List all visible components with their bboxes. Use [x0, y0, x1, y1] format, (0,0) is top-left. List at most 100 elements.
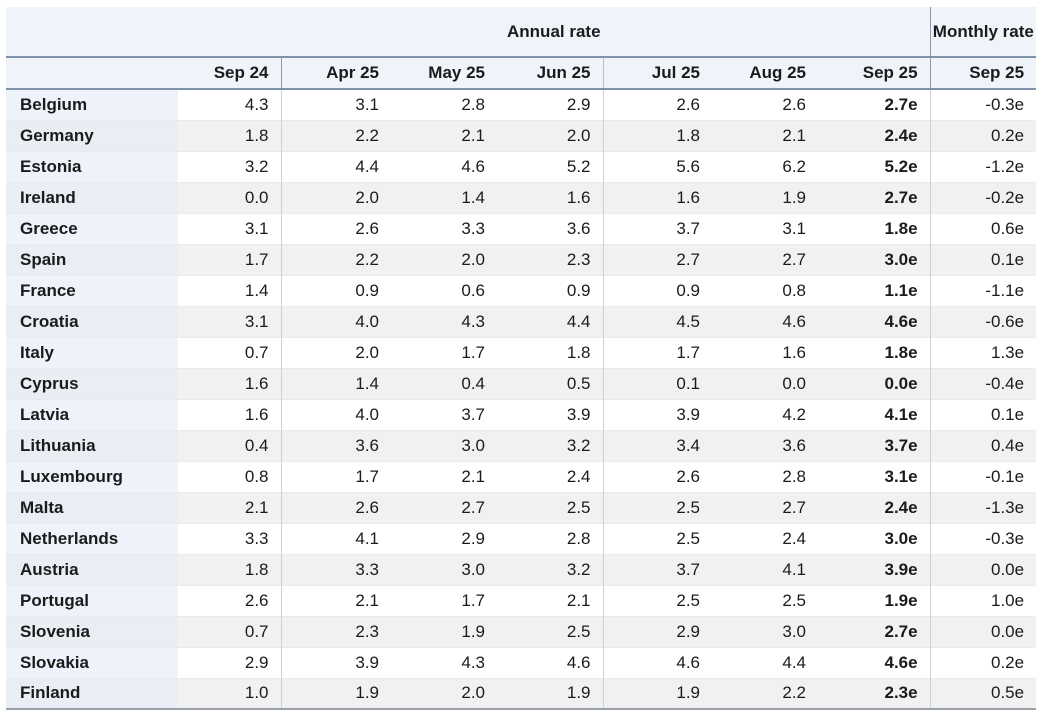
monthly-rate-cell: 0.4e: [929, 430, 1037, 461]
corner-cell: [6, 7, 178, 58]
annual-rate-cell: 2.2: [281, 244, 391, 275]
monthly-rate-cell: -1.2e: [929, 151, 1037, 182]
annual-rate-cell: 2.3e: [818, 678, 931, 710]
annual-rate-cell: 3.3: [391, 213, 497, 244]
annual-rate-cell: 2.1: [391, 120, 497, 151]
annual-rate-cell: 1.8: [603, 120, 712, 151]
table-row: Austria 1.8 3.3 3.0 3.2 3.7 4.1 3.9e 0.0e: [6, 554, 1037, 585]
annual-rate-cell: 2.8: [712, 461, 818, 492]
annual-rate-cell: 2.7e: [818, 616, 931, 647]
country-label: Greece: [6, 213, 178, 244]
annual-rate-cell: 4.0: [281, 306, 391, 337]
annual-rate-cell: 6.2: [712, 151, 818, 182]
annual-rate-cell: 1.8: [497, 337, 604, 368]
annual-rate-cell: 5.2: [497, 151, 604, 182]
annual-rate-cell: 3.7: [391, 399, 497, 430]
annual-rate-cell: 2.8: [497, 523, 604, 554]
annual-rate-cell: 3.7: [603, 213, 712, 244]
column-header-sep25: Sep 25: [818, 57, 931, 90]
column-header-sep24: Sep 24: [178, 57, 282, 90]
annual-rate-cell: 3.0e: [818, 244, 931, 275]
annual-rate-cell: 2.0: [391, 678, 497, 710]
annual-rate-cell: 2.1: [391, 461, 497, 492]
country-label: Slovenia: [6, 616, 178, 647]
table-row: Lithuania 0.4 3.6 3.0 3.2 3.4 3.6 3.7e 0.4e: [6, 430, 1037, 461]
monthly-rate-cell: -0.6e: [929, 306, 1037, 337]
column-header-apr25: Apr 25: [281, 57, 391, 90]
annual-rate-cell: 4.1e: [818, 399, 931, 430]
monthly-rate-cell: 0.2e: [929, 120, 1037, 151]
annual-rate-cell: 1.7: [603, 337, 712, 368]
monthly-rate-cell: 0.2e: [929, 647, 1037, 678]
annual-rate-cell: 3.2: [497, 430, 604, 461]
country-label: Estonia: [6, 151, 178, 182]
annual-rate-cell: 2.6: [603, 89, 712, 120]
column-header-jul25: Jul 25: [603, 57, 712, 90]
annual-rate-cell: 2.3: [281, 616, 391, 647]
annual-rate-cell: 2.6: [712, 89, 818, 120]
annual-rate-cell: 5.6: [603, 151, 712, 182]
country-label: Portugal: [6, 585, 178, 616]
monthly-rate-cell: 0.6e: [929, 213, 1037, 244]
annual-rate-cell: 4.4: [497, 306, 604, 337]
annual-rate-cell: 4.3: [391, 306, 497, 337]
annual-rate-cell: 3.2: [178, 151, 282, 182]
country-label: Spain: [6, 244, 178, 275]
annual-rate-cell: 0.8: [178, 461, 282, 492]
annual-rate-cell: 1.0: [178, 678, 282, 710]
table-row: Greece 3.1 2.6 3.3 3.6 3.7 3.1 1.8e 0.6e: [6, 213, 1037, 244]
column-header-aug25: Aug 25: [712, 57, 818, 90]
annual-rate-cell: 3.0e: [818, 523, 931, 554]
table-row: Spain 1.7 2.2 2.0 2.3 2.7 2.7 3.0e 0.1e: [6, 244, 1037, 275]
monthly-rate-cell: 1.3e: [929, 337, 1037, 368]
annual-rate-cell: 0.4: [178, 430, 282, 461]
annual-rate-cell: 1.6: [178, 368, 282, 399]
annual-rate-cell: 3.1: [712, 213, 818, 244]
annual-rate-cell: 2.2: [712, 678, 818, 710]
annual-rate-cell: 2.7: [603, 244, 712, 275]
monthly-rate-cell: 0.1e: [929, 244, 1037, 275]
annual-rate-cell: 2.5: [603, 585, 712, 616]
table-row: Luxembourg 0.8 1.7 2.1 2.4 2.6 2.8 3.1e -0.1e: [6, 461, 1037, 492]
annual-rate-cell: 1.6: [497, 182, 604, 213]
country-label: Ireland: [6, 182, 178, 213]
table-row: Cyprus 1.6 1.4 0.4 0.5 0.1 0.0 0.0e -0.4e: [6, 368, 1037, 399]
annual-rate-cell: 0.9: [603, 275, 712, 306]
annual-rate-cell: 4.4: [712, 647, 818, 678]
annual-rate-cell: 4.1: [281, 523, 391, 554]
annual-rate-cell: 1.9: [497, 678, 604, 710]
annual-rate-cell: 3.9e: [818, 554, 931, 585]
annual-rate-cell: 0.9: [497, 275, 604, 306]
annual-rate-cell: 2.7: [712, 492, 818, 523]
annual-rate-cell: 4.4: [281, 151, 391, 182]
annual-rate-cell: 2.5: [603, 492, 712, 523]
annual-rate-cell: 3.4: [603, 430, 712, 461]
country-label: Austria: [6, 554, 178, 585]
column-header-may25: May 25: [391, 57, 497, 90]
annual-rate-cell: 2.8: [391, 89, 497, 120]
country-label: Netherlands: [6, 523, 178, 554]
annual-rate-cell: 0.0: [712, 368, 818, 399]
monthly-rate-cell: 0.0e: [929, 616, 1037, 647]
annual-rate-cell: 1.7: [391, 585, 497, 616]
country-label: Belgium: [6, 89, 178, 120]
monthly-rate-cell: -0.2e: [929, 182, 1037, 213]
annual-rate-cell: 3.1e: [818, 461, 931, 492]
table-row: Belgium 4.3 3.1 2.8 2.9 2.6 2.6 2.7e -0.3e: [6, 89, 1037, 120]
annual-rate-cell: 2.9: [603, 616, 712, 647]
monthly-rate-cell: -1.1e: [929, 275, 1037, 306]
annual-rate-cell: 1.8e: [818, 337, 931, 368]
monthly-rate-cell: -0.3e: [929, 89, 1037, 120]
month-header-row: Sep 24 Apr 25 May 25 Jun 25 Jul 25 Aug 2…: [6, 57, 1037, 90]
annual-rate-cell: 2.7e: [818, 89, 931, 120]
annual-rate-cell: 2.6: [281, 213, 391, 244]
annual-rate-cell: 0.7: [178, 616, 282, 647]
annual-rate-cell: 4.6: [391, 151, 497, 182]
country-label: Luxembourg: [6, 461, 178, 492]
table-row: Malta 2.1 2.6 2.7 2.5 2.5 2.7 2.4e -1.3e: [6, 492, 1037, 523]
table-row: Slovakia 2.9 3.9 4.3 4.6 4.6 4.4 4.6e 0.2e: [6, 647, 1037, 678]
corner-cell-2: [6, 57, 178, 90]
table-row: Ireland 0.0 2.0 1.4 1.6 1.6 1.9 2.7e -0.2e: [6, 182, 1037, 213]
annual-rate-cell: 2.5: [497, 492, 604, 523]
